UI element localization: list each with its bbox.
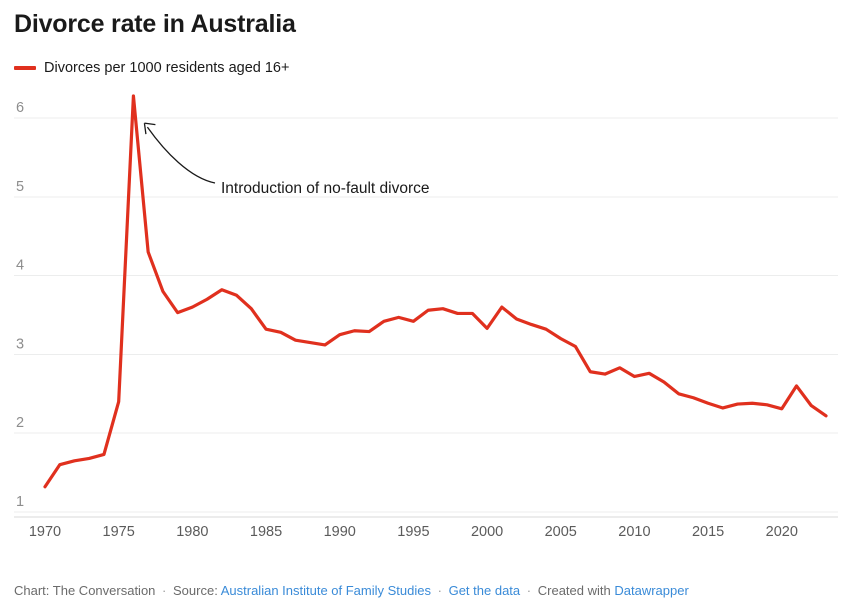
y-axis-tick-labels: 1 2 3 4 5 6 bbox=[16, 100, 24, 510]
x-axis-tick-label: 1975 bbox=[103, 524, 135, 540]
x-axis-tick-label: 2000 bbox=[471, 524, 503, 540]
x-axis-tick-label: 2015 bbox=[692, 524, 724, 540]
y-axis-tick-label: 3 bbox=[16, 336, 24, 352]
footer-get-data-link[interactable]: Get the data bbox=[448, 583, 521, 598]
x-axis-tick-label: 2020 bbox=[766, 524, 798, 540]
annotation-group: Introduction of no-fault divorce bbox=[143, 122, 430, 197]
annotation-arrowhead-icon bbox=[143, 122, 156, 135]
x-axis-tick-labels: 1970 1975 1980 1985 1990 1995 2000 2005 2010 2015… bbox=[29, 524, 798, 540]
footer-separator-2: · bbox=[437, 583, 442, 598]
legend-series-label: Divorces per 1000 residents aged 16+ bbox=[44, 60, 290, 76]
x-axis-tick-label: 1980 bbox=[176, 524, 208, 540]
y-axis-tick-label: 4 bbox=[16, 258, 24, 274]
footer-separator-1: · bbox=[162, 583, 167, 598]
series-line bbox=[43, 94, 828, 489]
x-axis-tick-label: 1995 bbox=[397, 524, 429, 540]
data-series-group bbox=[43, 94, 828, 489]
x-axis-tick-label: 1985 bbox=[250, 524, 282, 540]
x-axis-tick-label: 1990 bbox=[324, 524, 356, 540]
legend-color-swatch bbox=[14, 66, 36, 70]
y-axis-tick-label: 6 bbox=[16, 100, 24, 116]
footer-source-label: Source: bbox=[173, 583, 218, 598]
footer-separator-3: · bbox=[526, 583, 532, 598]
annotation-arrow-icon bbox=[146, 126, 216, 184]
y-axis-tick-label: 5 bbox=[16, 179, 24, 195]
annotation-label: Introduction of no-fault divorce bbox=[221, 180, 430, 197]
footer-source-link[interactable]: Australian Institute of Family Studies bbox=[220, 583, 431, 598]
footer-created-with-label: Created with bbox=[537, 583, 611, 598]
x-axis-tick-label: 1970 bbox=[29, 524, 61, 540]
footer-datawrapper-link[interactable]: Datawrapper bbox=[614, 583, 689, 598]
footer-chart-credit-value: The Conversation bbox=[52, 583, 156, 598]
x-axis-tick-label: 2005 bbox=[545, 524, 577, 540]
x-axis-tick-label: 2010 bbox=[618, 524, 650, 540]
chart-footer: Chart: The Conversation · Source: Austra… bbox=[14, 583, 689, 598]
y-axis-tick-label: 1 bbox=[16, 494, 24, 510]
footer-chart-credit-label: Chart: bbox=[14, 583, 50, 598]
chart-legend: Divorces per 1000 residents aged 16+ bbox=[14, 60, 289, 76]
chart-title: Divorce rate in Australia bbox=[14, 10, 296, 38]
y-axis-tick-label: 2 bbox=[16, 415, 24, 431]
gridlines-group bbox=[14, 117, 838, 513]
